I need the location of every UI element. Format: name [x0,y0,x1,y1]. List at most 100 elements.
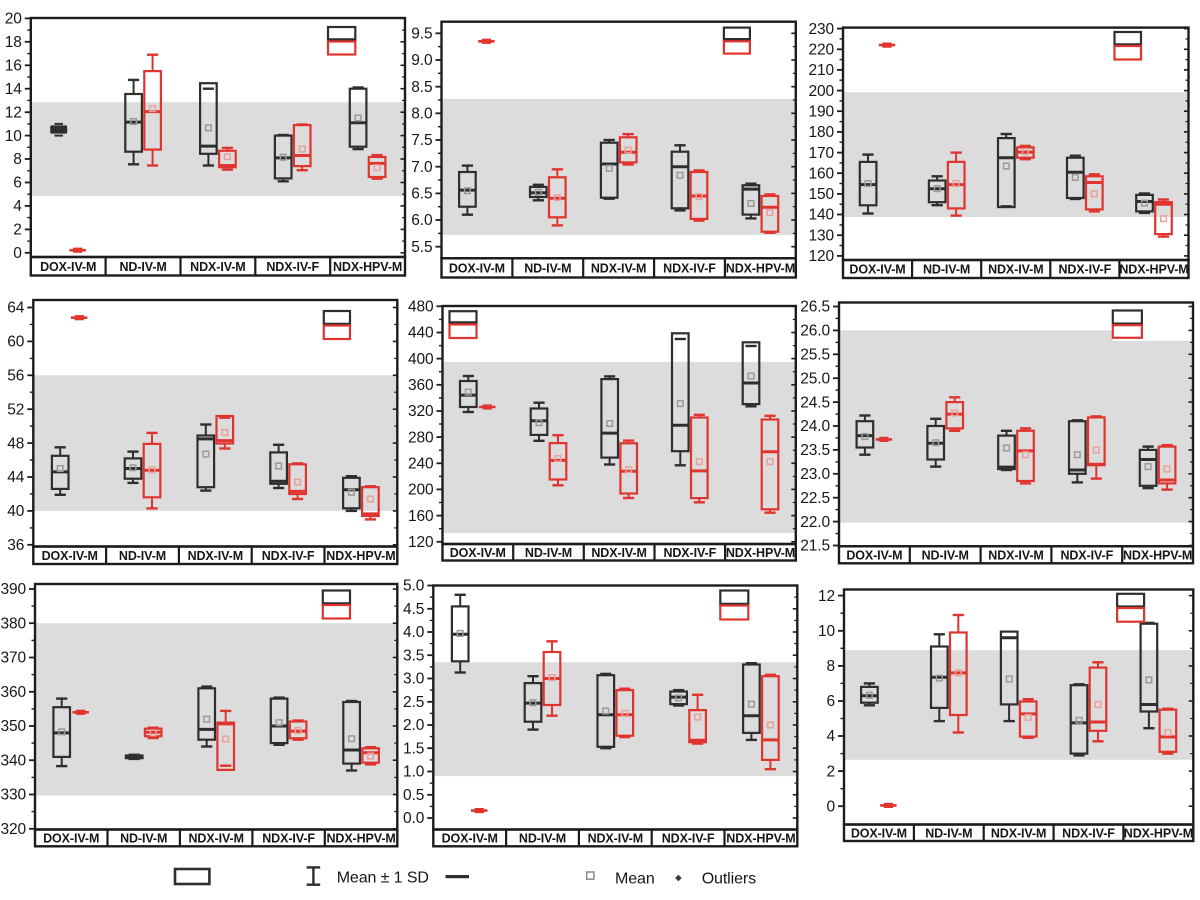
svg-text:NDX-IV-M: NDX-IV-M [988,263,1043,277]
svg-text:NDX-IV-M: NDX-IV-M [188,549,243,563]
svg-text:120: 120 [808,248,834,265]
svg-text:4.5: 4.5 [403,601,424,618]
svg-text:12: 12 [818,588,835,605]
svg-text:Outliers: Outliers [702,870,756,887]
svg-text:14: 14 [5,81,23,98]
svg-text:1.5: 1.5 [403,741,424,758]
svg-text:150: 150 [808,186,834,203]
svg-text:NDX-IV-M: NDX-IV-M [988,548,1043,562]
svg-text:400: 400 [408,351,434,368]
svg-text:ND-IV-M: ND-IV-M [525,546,572,560]
svg-text:0.5: 0.5 [403,787,424,804]
svg-text:6: 6 [826,693,835,710]
svg-text:220: 220 [808,42,834,59]
svg-text:40: 40 [7,503,25,520]
svg-text:26.0: 26.0 [800,323,830,340]
svg-text:23.5: 23.5 [800,442,830,459]
svg-text:NDX-IV-F: NDX-IV-F [262,549,315,563]
svg-text:NDX-IV-M: NDX-IV-M [188,832,243,846]
svg-text:4.0: 4.0 [403,624,425,641]
svg-text:23.0: 23.0 [800,466,830,483]
svg-text:340: 340 [0,753,26,770]
svg-text:320: 320 [408,403,434,420]
svg-text:NDX-HPV-M: NDX-HPV-M [726,262,795,276]
svg-text:DOX-IV-M: DOX-IV-M [846,548,902,562]
svg-text:140: 140 [808,207,834,224]
svg-text:NDX-IV-M: NDX-IV-M [991,826,1046,840]
svg-text:25.5: 25.5 [800,347,830,364]
svg-text:0: 0 [13,245,22,262]
svg-text:NDX-HPV-M: NDX-HPV-M [726,832,795,846]
svg-text:36: 36 [7,537,24,554]
svg-text:170: 170 [808,145,834,162]
svg-text:DOX-IV-M: DOX-IV-M [43,832,99,846]
svg-text:4: 4 [13,198,22,215]
svg-text:NDX-HPV-M: NDX-HPV-M [333,260,402,274]
svg-text:8: 8 [826,658,835,675]
svg-text:2.0: 2.0 [403,717,425,734]
svg-text:24.0: 24.0 [800,418,830,435]
svg-text:9.0: 9.0 [411,52,433,69]
svg-text:DOX-IV-M: DOX-IV-M [40,260,96,274]
svg-text:Mean: Mean [615,870,655,887]
svg-text:8: 8 [13,151,22,168]
svg-text:NDX-HPV-M: NDX-HPV-M [326,549,395,563]
svg-text:0: 0 [826,799,835,816]
svg-text:64: 64 [7,300,25,317]
svg-text:NDX-HPV-M: NDX-HPV-M [326,832,395,846]
svg-text:2.5: 2.5 [403,694,424,711]
svg-text:5.5: 5.5 [411,239,432,256]
svg-text:ND-IV-M: ND-IV-M [119,260,166,274]
svg-text:NDX-IV-F: NDX-IV-F [1062,826,1115,840]
svg-text:200: 200 [408,482,434,499]
svg-text:160: 160 [408,508,434,525]
svg-text:12: 12 [5,104,22,121]
svg-text:60: 60 [7,334,25,351]
svg-text:NDX-IV-F: NDX-IV-F [262,832,315,846]
svg-text:NDX-IV-M: NDX-IV-M [591,546,646,560]
svg-text:NDX-HPV-M: NDX-HPV-M [1124,826,1193,840]
svg-text:5.0: 5.0 [403,578,425,595]
svg-text:22.5: 22.5 [800,490,830,507]
svg-text:NDX-IV-F: NDX-IV-F [266,260,319,274]
svg-text:7.0: 7.0 [411,159,433,176]
svg-text:NDX-IV-F: NDX-IV-F [1058,263,1111,277]
svg-text:NDX-IV-F: NDX-IV-F [662,832,715,846]
svg-text:22.0: 22.0 [800,514,830,531]
svg-text:NDX-IV-F: NDX-IV-F [663,262,716,276]
svg-text:DOX-IV-M: DOX-IV-M [42,549,98,563]
svg-text:390: 390 [0,581,26,598]
svg-text:44: 44 [7,469,25,486]
svg-text:ND-IV-M: ND-IV-M [524,262,571,276]
svg-text:ND-IV-M: ND-IV-M [519,832,566,846]
svg-text:DOX-IV-M: DOX-IV-M [450,546,506,560]
svg-text:130: 130 [808,227,834,244]
svg-text:21.5: 21.5 [800,538,830,555]
svg-text:10: 10 [5,128,23,145]
svg-text:NDX-HPV-M: NDX-HPV-M [1119,263,1188,277]
svg-text:DOX-IV-M: DOX-IV-M [442,832,498,846]
svg-text:380: 380 [0,616,26,633]
svg-text:6.5: 6.5 [411,186,432,203]
svg-text:1.0: 1.0 [403,764,425,781]
svg-text:3.5: 3.5 [403,648,424,665]
svg-text:DOX-IV-M: DOX-IV-M [849,263,905,277]
svg-text:48: 48 [7,435,24,452]
svg-text:330: 330 [0,787,26,804]
svg-text:180: 180 [808,124,834,141]
svg-text:10: 10 [818,623,836,640]
svg-text:440: 440 [408,325,434,342]
svg-text:240: 240 [408,456,434,473]
svg-text:Mean ± 1 SD: Mean ± 1 SD [337,870,429,887]
svg-text:24.5: 24.5 [800,394,830,411]
svg-text:NDX-HPV-M: NDX-HPV-M [1123,548,1192,562]
svg-text:210: 210 [808,62,834,79]
svg-text:370: 370 [0,650,26,667]
svg-text:DOX-IV-M: DOX-IV-M [851,826,907,840]
svg-text:0.0: 0.0 [403,810,425,827]
svg-text:6: 6 [13,175,22,192]
svg-text:2: 2 [13,222,22,239]
svg-text:NDX-IV-F: NDX-IV-F [1060,548,1113,562]
svg-text:4: 4 [826,728,835,745]
svg-text:20: 20 [5,11,23,28]
